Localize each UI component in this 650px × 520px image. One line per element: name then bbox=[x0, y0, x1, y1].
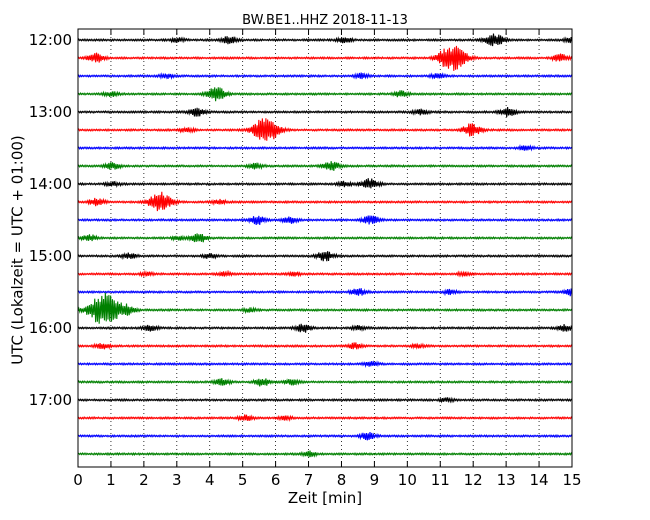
trace-1700 bbox=[77, 396, 573, 404]
plot-frame bbox=[77, 28, 573, 468]
trace-1215 bbox=[77, 45, 573, 71]
x-tick-label: 7 bbox=[304, 471, 314, 489]
trace-1545 bbox=[77, 292, 573, 324]
trace-1445 bbox=[77, 233, 573, 243]
trace-layer bbox=[77, 33, 573, 458]
chart-title: BW.BE1..HHZ 2018-11-13 bbox=[242, 13, 408, 28]
trace-1345 bbox=[77, 161, 573, 171]
trace-1600 bbox=[77, 323, 573, 333]
trace-1715 bbox=[77, 414, 573, 423]
x-axis-title: Zeit [min] bbox=[288, 489, 362, 507]
y-tick-label: 12:00 bbox=[29, 31, 72, 49]
ticks: 0 1 2 3 4 5 6 7 8 9 10 11 12 13 14 1512:0013:0014:0015:… bbox=[29, 29, 582, 489]
y-tick-label: 16:00 bbox=[29, 319, 72, 337]
x-tick-label: 0 bbox=[73, 471, 83, 489]
trace-1500 bbox=[77, 251, 573, 262]
trace-1430 bbox=[77, 215, 573, 225]
trace-1415 bbox=[77, 191, 573, 212]
trace-1515 bbox=[77, 269, 573, 278]
y-tick-label: 14:00 bbox=[29, 175, 72, 193]
trace-1645 bbox=[77, 378, 573, 387]
trace-1530 bbox=[77, 288, 573, 297]
x-tick-label: 3 bbox=[172, 471, 182, 489]
x-tick-label: 2 bbox=[139, 471, 149, 489]
x-tick-label: 11 bbox=[431, 471, 450, 489]
x-tick-label: 9 bbox=[370, 471, 380, 489]
trace-1200 bbox=[77, 33, 573, 47]
trace-1745 bbox=[77, 450, 573, 458]
x-tick-label: 8 bbox=[337, 471, 347, 489]
trace-1730 bbox=[77, 432, 573, 441]
y-tick-label: 17:00 bbox=[29, 391, 72, 409]
y-tick-label: 15:00 bbox=[29, 247, 72, 265]
trace-1245 bbox=[77, 87, 573, 102]
x-tick-label: 12 bbox=[464, 471, 483, 489]
x-tick-label: 4 bbox=[205, 471, 215, 489]
x-tick-label: 6 bbox=[271, 471, 281, 489]
trace-1230 bbox=[77, 72, 573, 80]
trace-1315 bbox=[77, 118, 573, 141]
y-tick-label: 13:00 bbox=[29, 103, 72, 121]
x-tick-label: 5 bbox=[238, 471, 248, 489]
x-tick-label: 15 bbox=[562, 471, 581, 489]
trace-1615 bbox=[77, 342, 573, 350]
x-tick-label: 10 bbox=[398, 471, 417, 489]
trace-1400 bbox=[77, 178, 573, 189]
x-tick-label: 1 bbox=[106, 471, 116, 489]
trace-1330 bbox=[77, 143, 573, 152]
x-tick-label: 14 bbox=[530, 471, 549, 489]
x-tick-label: 13 bbox=[497, 471, 516, 489]
trace-1630 bbox=[77, 360, 573, 368]
trace-1300 bbox=[77, 107, 573, 118]
y-axis-title: UTC (Lokalzeit = UTC + 01:00) bbox=[9, 135, 27, 365]
